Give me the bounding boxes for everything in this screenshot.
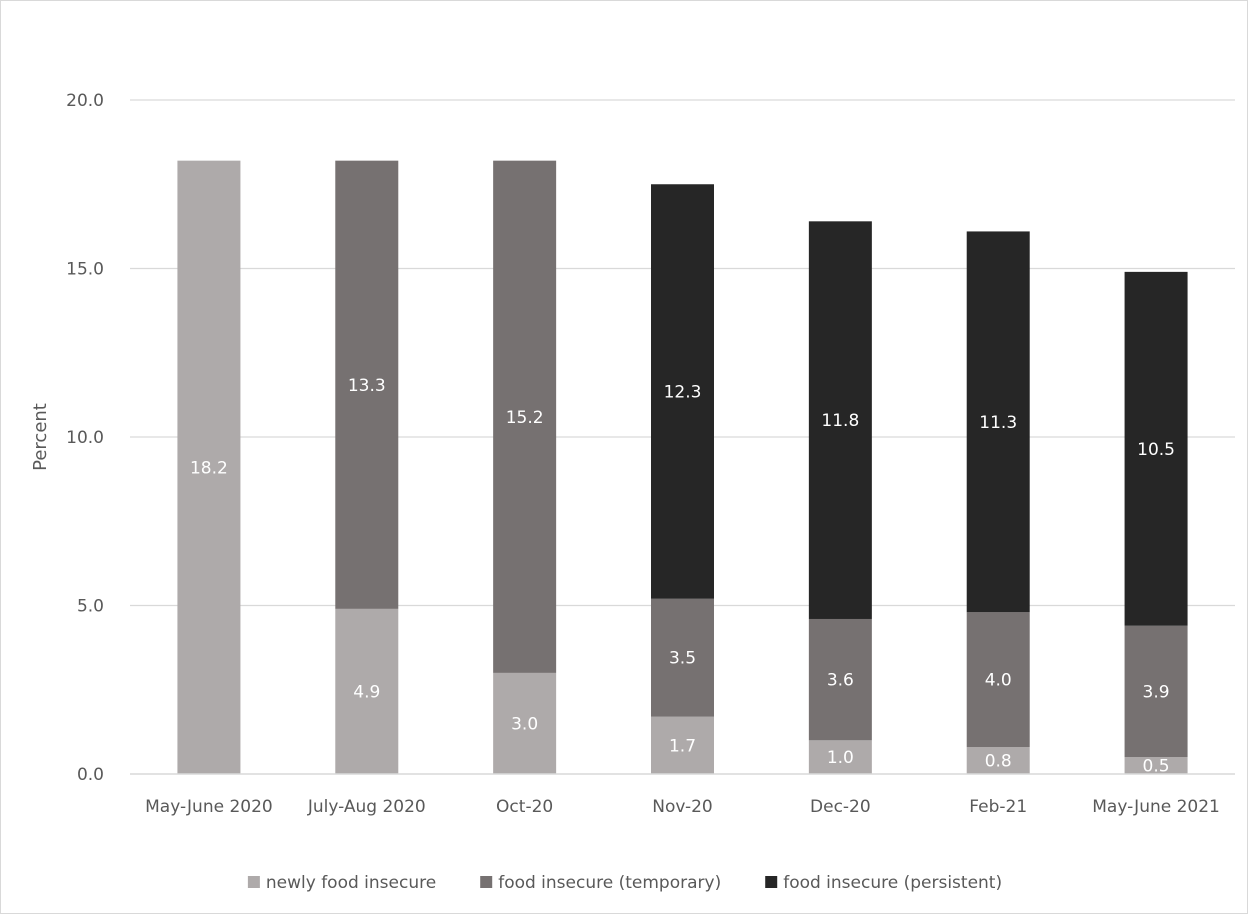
data-label: 1.0 xyxy=(827,748,854,768)
legend-swatch-3 xyxy=(765,876,778,888)
y-tick-label: 15.0 xyxy=(66,260,104,280)
x-tick-label: Oct-20 xyxy=(496,797,553,817)
x-tick-label: Nov-20 xyxy=(652,797,713,817)
data-label: 3.9 xyxy=(1143,682,1170,702)
bar-2-4 xyxy=(651,598,714,717)
legend-label-1: newly food insecure xyxy=(266,873,436,893)
bar-3-7 xyxy=(1124,271,1188,626)
data-label: 12.3 xyxy=(664,383,702,403)
legend: newly food insecure food insecure (tempor… xyxy=(247,873,1002,893)
x-tick-label: Feb-21 xyxy=(969,797,1027,817)
data-label: 11.3 xyxy=(979,413,1017,433)
bar-1-6 xyxy=(966,747,1030,774)
bar-1-2 xyxy=(335,608,399,774)
legend-label-3: food insecure (persistent) xyxy=(783,873,1002,893)
data-label: 4.9 xyxy=(353,682,380,702)
x-tick-label: July-Aug 2020 xyxy=(307,797,426,817)
bar-2-6 xyxy=(966,612,1030,748)
bar-1-5 xyxy=(808,740,872,774)
y-axis-ticks: 0.0 5.0 10.0 15.0 20.0 xyxy=(66,91,104,785)
bars xyxy=(177,160,1188,774)
bar-2-2 xyxy=(335,160,399,609)
data-label: 1.7 xyxy=(669,736,696,756)
data-label: 11.8 xyxy=(821,411,859,431)
bar-1-3 xyxy=(493,672,557,774)
legend-swatch-1 xyxy=(247,876,260,888)
x-tick-label: May-June 2020 xyxy=(145,797,273,817)
data-label: 3.6 xyxy=(827,671,854,691)
legend-label-2: food insecure (temporary) xyxy=(498,873,721,893)
y-tick-label: 20.0 xyxy=(66,91,104,111)
x-tick-label: Dec-20 xyxy=(810,797,871,817)
data-label: 18.2 xyxy=(190,458,228,478)
data-label: 4.0 xyxy=(985,671,1012,691)
bar-2-5 xyxy=(808,618,872,741)
bar-2-7 xyxy=(1124,625,1188,758)
data-label: 3.0 xyxy=(511,714,538,734)
data-label: 13.3 xyxy=(348,376,386,396)
data-label: 3.5 xyxy=(669,649,696,669)
bar-3-5 xyxy=(808,221,872,619)
y-tick-label: 10.0 xyxy=(66,428,104,448)
bar-3-4 xyxy=(651,184,714,599)
bar-1-1 xyxy=(177,160,241,774)
data-labels: 18.2 4.9 13.3 3.0 15.2 1.7 3.5 12.3 1.0 3.6 11.8 0.… xyxy=(190,376,1175,777)
legend-swatch-2 xyxy=(480,876,493,888)
bar-3-6 xyxy=(966,231,1030,613)
data-label: 15.2 xyxy=(506,408,544,428)
y-axis-title: Percent xyxy=(30,403,51,471)
bar-2-3 xyxy=(493,160,557,673)
x-axis-ticks: May-June 2020 July-Aug 2020 Oct-20 Nov-20 De… xyxy=(145,797,1220,817)
bar-1-4 xyxy=(651,716,714,774)
x-tick-label: May-June 2021 xyxy=(1092,797,1220,817)
data-label: 0.5 xyxy=(1143,757,1170,777)
data-label: 0.8 xyxy=(985,752,1012,772)
y-tick-label: 5.0 xyxy=(77,597,104,617)
data-label: 10.5 xyxy=(1137,440,1175,460)
bar-1-7 xyxy=(1124,757,1188,774)
y-tick-label: 0.0 xyxy=(77,765,104,785)
